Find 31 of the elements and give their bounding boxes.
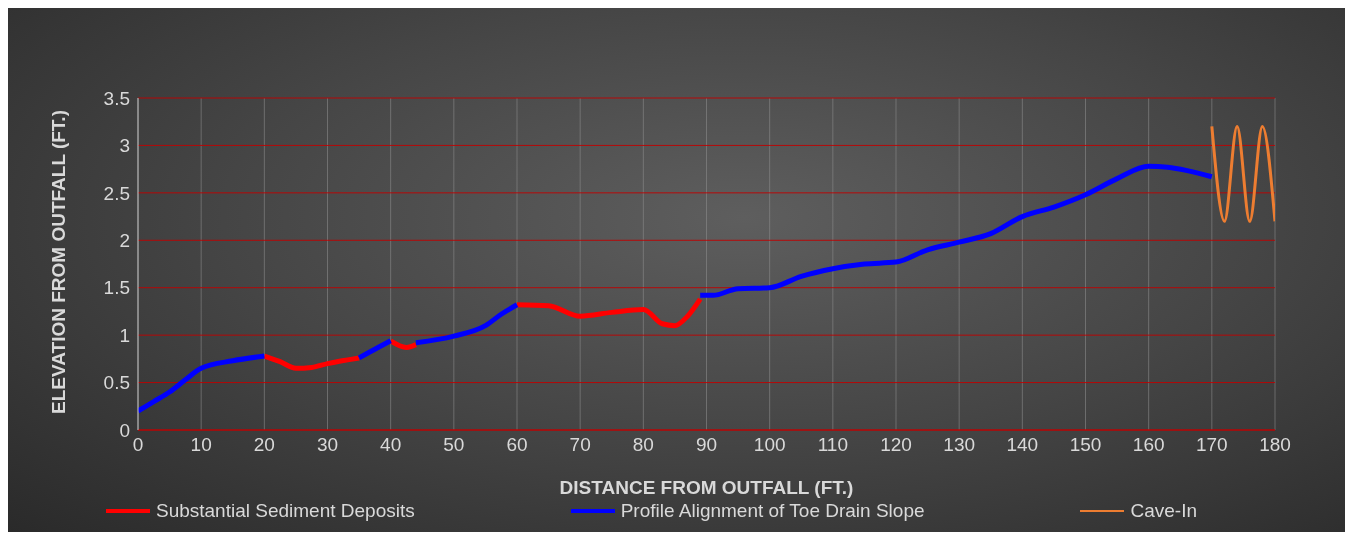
legend-label: Substantial Sediment Deposits (155, 500, 415, 522)
legend-label: Profile Alignment of Toe Drain Slope (620, 500, 925, 522)
y-tick-label: 3 (119, 135, 130, 157)
x-axis-title: DISTANCE FROM OUTFALL (FT.) (559, 477, 854, 498)
x-tick-label: 10 (190, 434, 212, 456)
x-tick-label: 70 (569, 434, 591, 456)
y-tick-label: 3.5 (103, 87, 130, 109)
y-tick-label: 2 (119, 230, 130, 252)
x-tick-label: 30 (316, 434, 339, 456)
legend-label: Cave-In (1130, 500, 1197, 522)
y-tick-label: 1 (119, 324, 130, 346)
x-tick-label: 160 (1132, 434, 1165, 456)
x-tick-label: 100 (753, 434, 786, 456)
x-tick-label: 180 (1259, 434, 1291, 456)
y-axis-title: ELEVATION FROM OUTFALL (FT.) (47, 110, 69, 414)
x-tick-label: 50 (443, 434, 465, 456)
x-tick-label: 40 (380, 434, 402, 456)
y-tick-label: 1.5 (103, 277, 130, 299)
x-tick-label: 170 (1195, 434, 1228, 456)
x-tick-label: 20 (253, 434, 275, 456)
x-tick-label: 90 (695, 434, 718, 456)
y-tick-label: 2.5 (103, 182, 130, 204)
y-tick-label: 0 (119, 419, 130, 441)
x-tick-label: 60 (506, 434, 528, 456)
x-tick-label: 110 (817, 434, 848, 456)
x-tick-label: 120 (880, 434, 912, 456)
x-tick-label: 150 (1069, 434, 1102, 456)
x-tick-label: 140 (1006, 434, 1039, 456)
x-tick-label: 130 (943, 434, 976, 456)
x-tick-label: 80 (632, 434, 654, 456)
y-tick-label: 0.5 (103, 372, 130, 394)
